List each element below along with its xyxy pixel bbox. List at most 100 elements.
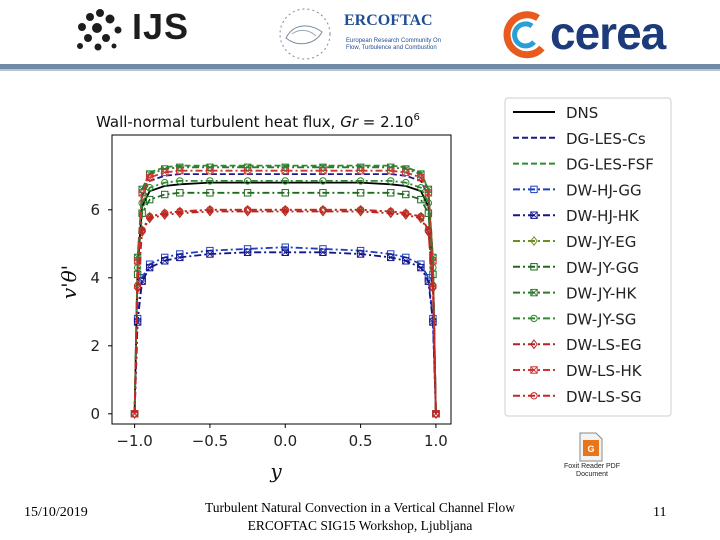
cerea-logo-icon [503,11,545,59]
data-point-dw-jy-eg [356,204,365,215]
data-point-dw-jy-sg [281,177,289,185]
data-point-dw-hj-hk [145,263,154,272]
data-point-dw-ls-sg [130,410,139,418]
legend-marker-dw-ls-eg [530,339,538,350]
data-point-dw-ls-hk-cross [357,167,365,175]
data-point-dw-jy-gg [176,189,184,197]
data-point-dw-hj-hk [417,263,425,272]
data-point-dw-hj-hk-cross [244,248,252,256]
y-axis-label: v'θ' [57,265,81,299]
header-divider-line [0,69,720,71]
data-point-dw-jy-sg [206,177,214,185]
legend-label-dg-les-fsf: DG-LES-FSF [566,156,654,174]
ijs-logo-text: IJS [132,6,190,47]
data-point-dw-ls-hk-cross [402,168,410,176]
series-line-dw-hj-hk [133,251,437,414]
data-point-dw-ls-hk-cross [244,167,252,175]
data-point-dw-jy-gg [387,189,395,197]
data-point-dw-ls-sg [281,206,289,214]
data-point-dw-ls-sg [429,282,437,290]
data-point-dw-jy-eg [401,208,410,219]
series-line-dw-jy-hk [133,166,437,414]
series-dw-ls-eg [130,206,440,419]
data-point-dw-ls-hk [176,167,184,175]
series-line-dw-hj-gg [133,246,437,414]
ercoftac-logo-icon [279,8,331,60]
ercoftac-title: ERCOFTAC [344,12,433,29]
data-point-dw-hj-hk-cross [206,250,214,258]
pdf-file-icon[interactable]: G [578,432,604,462]
series-dg-les-fsf [133,164,437,414]
data-point-dw-ls-hk [319,167,327,175]
data-point-dw-hj-hk-cross [146,264,154,272]
data-point-dw-hj-hk [281,248,289,257]
data-point-dw-ls-sg [424,226,433,234]
y-tick-label: 6 [90,201,100,219]
data-point-dw-ls-hk [138,189,146,197]
legend-marker-dw-ls-hk-cross [530,366,538,374]
data-point-dw-ls-hk [145,173,154,182]
x-tick-label: −1.0 [116,432,152,450]
legend-marker-dw-jy-eg [530,235,538,247]
data-point-dw-ls-hk [133,257,142,265]
series-line-dw-jy-sg [133,180,437,414]
data-point-dw-ls-hk-cross [206,167,214,175]
legend-label-dw-ls-hk: DW-LS-HK [566,362,643,380]
y-tick-label: 4 [90,269,100,287]
svg-text:G: G [587,444,594,454]
y-tick-label: 2 [90,337,100,355]
legend-marker-dw-jy-hk-cross [530,289,538,297]
data-point-dw-hj-hk [319,248,327,257]
data-point-dw-jy-sg [319,177,327,185]
data-point-dw-hj-hk [161,257,169,265]
data-point-dw-ls-hk-cross [146,174,154,181]
data-point-dw-jy-gg [161,190,169,199]
series-dw-ls-sg [130,206,440,418]
data-point-dw-hj-hk [138,277,146,285]
footer-title-line1: Turbulent Natural Convection in a Vertic… [204,500,516,515]
data-point-dw-hj-hk [176,253,184,262]
legend-box [504,97,672,417]
data-point-dw-hj-hk [206,250,214,258]
data-point-dw-jy-gg [138,209,146,217]
data-point-dw-jy-eg [145,211,154,222]
ijs-logo-icon [77,9,122,51]
ercoftac-subtitle: European Research Community On Flow, Tur… [346,38,442,51]
legend-marker-dw-jy-sg [530,314,538,323]
legend-label-dw-jy-hk: DW-JY-HK [566,285,638,303]
legend-label-dw-ls-eg: DW-LS-EG [566,336,642,354]
legend-label-dw-hj-hk: DW-HJ-HK [566,207,640,225]
data-point-dw-ls-hk-cross [387,167,395,175]
data-point-dw-ls-hk-cross [138,189,146,197]
series-dw-hj-hk [130,248,440,418]
data-point-dw-jy-eg [160,208,169,219]
data-point-dw-ls-sg [145,212,154,221]
x-tick-label: 0.0 [273,432,297,450]
legend-label-dw-ls-sg: DW-LS-SG [566,388,642,406]
data-point-dw-hj-hk [424,277,433,285]
data-point-dw-jy-eg [175,206,184,217]
data-point-dw-ls-hk [417,173,425,182]
data-point-dw-jy-gg [243,189,252,197]
data-point-dw-ls-sg [133,282,142,290]
data-point-dw-ls-hk [243,167,252,175]
data-point-dw-hj-hk-cross [357,250,365,258]
data-point-dw-jy-sg [402,178,410,187]
data-point-dw-ls-sg [161,209,169,217]
data-point-dw-ls-sg [387,207,395,216]
data-point-dw-ls-hk-cross [424,189,432,197]
legend-marker-dw-jy-hk [530,288,538,297]
plot-frame [111,134,452,425]
data-point-dw-jy-gg [356,189,365,197]
attachment-caption: Foxit Reader PDF Document [563,463,621,478]
data-point-dw-ls-sg [319,206,327,214]
data-point-dw-ls-hk [402,168,410,177]
x-tick-label: 1.0 [424,432,448,450]
data-point-dw-ls-hk-cross [176,167,184,175]
legend-marker-dw-hj-gg [530,185,538,194]
data-point-dw-ls-hk [424,189,433,197]
legend-marker-dw-ls-hk [530,366,538,374]
data-point-dw-jy-sg [145,184,154,192]
series-dw-jy-gg [130,189,440,418]
